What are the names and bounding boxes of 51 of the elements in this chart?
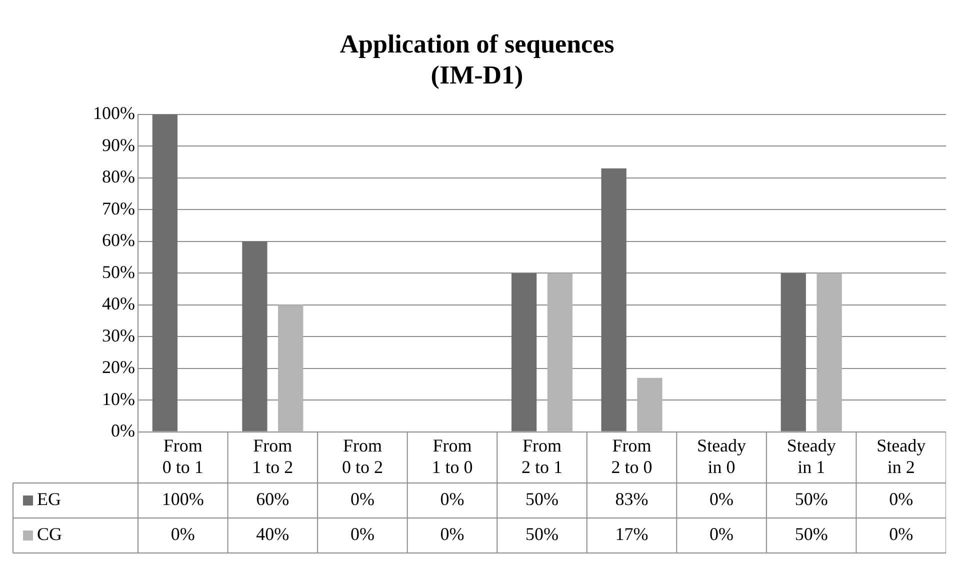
- x-tick-label: From 1 to 0: [432, 435, 473, 477]
- y-tick-label: 80%: [102, 166, 135, 187]
- bar: [637, 378, 662, 432]
- y-tick-label: 60%: [102, 230, 135, 250]
- x-tick-label: From 0 to 1: [162, 435, 204, 477]
- x-tick-label: From 2 to 0: [611, 435, 652, 477]
- data-label: 50%: [526, 489, 558, 510]
- y-tick-label: 30%: [102, 325, 135, 346]
- legend-label: EG: [37, 489, 61, 510]
- chart-subtitle: (IM-D1): [430, 60, 524, 90]
- x-tick-label: Steady in 2: [876, 435, 926, 477]
- data-label: 50%: [794, 524, 828, 544]
- bar: [547, 273, 573, 432]
- y-tick-label: 10%: [102, 388, 135, 409]
- x-tick-label: Steady in 1: [786, 435, 836, 477]
- y-tick-label: 0%: [111, 420, 135, 441]
- bar: [278, 304, 304, 432]
- data-label: 60%: [256, 489, 290, 510]
- data-label: 50%: [526, 524, 558, 544]
- y-tick-label: 90%: [102, 134, 135, 155]
- x-tick-label: From 1 to 2: [252, 435, 294, 477]
- bar: [242, 241, 268, 432]
- data-label: 50%: [794, 489, 828, 510]
- data-label: 0%: [440, 524, 464, 544]
- y-tick-label: 100%: [93, 103, 135, 124]
- x-tick-label: From 2 to 1: [521, 435, 563, 477]
- data-label: 0%: [710, 489, 734, 510]
- data-label: 0%: [889, 524, 914, 544]
- data-label: 0%: [350, 524, 374, 544]
- x-tick-label: Steady in 0: [697, 435, 746, 477]
- y-tick-label: 50%: [102, 262, 135, 282]
- bar: [780, 273, 806, 432]
- data-label: 0%: [440, 489, 464, 510]
- bar: [152, 114, 178, 432]
- legend-label: CG: [37, 524, 62, 544]
- y-tick-label: 70%: [102, 198, 135, 218]
- data-label: 0%: [170, 524, 195, 544]
- data-label: 0%: [350, 489, 374, 510]
- data-label: 100%: [162, 489, 204, 510]
- data-label: 0%: [710, 524, 734, 544]
- y-tick-label: 20%: [102, 357, 135, 378]
- bar: [601, 168, 626, 432]
- data-label: 0%: [889, 489, 914, 510]
- y-tick-label: 40%: [102, 294, 135, 314]
- x-tick-label: From 0 to 2: [342, 435, 383, 477]
- chart-title: Application of sequences: [340, 29, 614, 58]
- data-label: 17%: [615, 524, 648, 544]
- bar: [816, 273, 842, 432]
- data-label: 40%: [256, 524, 290, 544]
- bar: [511, 273, 537, 432]
- data-label: 83%: [615, 489, 648, 510]
